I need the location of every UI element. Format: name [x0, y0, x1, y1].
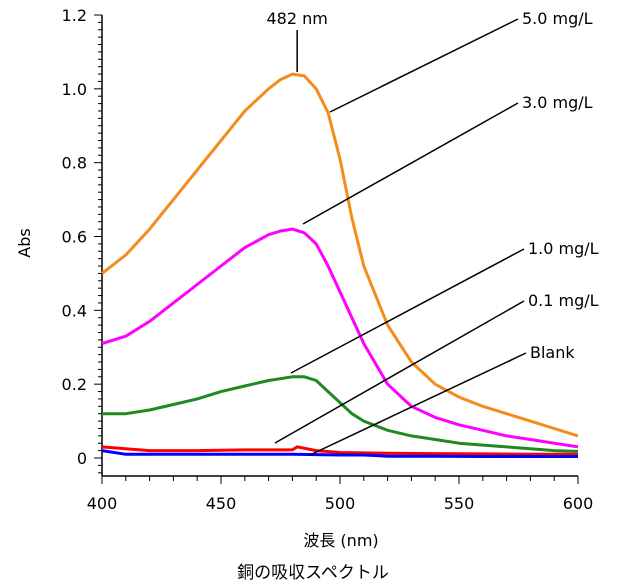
x-axis-label: 波長 (nm) [303, 531, 378, 550]
series-label: 3.0 mg/L [522, 93, 593, 112]
x-tick-label: 450 [206, 494, 237, 513]
series-label: 1.0 mg/L [528, 239, 599, 258]
y-tick-label: 0 [77, 449, 87, 468]
y-tick-label: 0.8 [62, 154, 87, 173]
series-leader-line [290, 248, 525, 374]
x-tick-label: 600 [563, 494, 594, 513]
series-label: Blank [530, 343, 575, 362]
y-tick-label: 0.2 [62, 375, 87, 394]
series-line [101, 227, 579, 449]
y-axis-label: Abs [15, 228, 34, 257]
series-line [101, 72, 579, 438]
x-tick-label: 550 [444, 494, 475, 513]
y-tick-label: 0.6 [62, 228, 87, 247]
peak-annotation-label: 482 nm [266, 9, 327, 28]
series-line [102, 375, 579, 453]
leader-lines [274, 18, 527, 456]
series-line [101, 449, 578, 458]
y-tick-label: 1.0 [62, 80, 87, 99]
series-label: 0.1 mg/L [528, 291, 599, 310]
series-line [101, 445, 578, 456]
y-tick-label: 0.4 [62, 301, 87, 320]
series-leader-line [274, 300, 525, 444]
tick-labels: 0 0.2 0.4 0.6 0.8 1.0 1.2 400 450 500 550 600 [62, 6, 594, 513]
series-leader-line [302, 102, 519, 225]
series-group [101, 72, 579, 458]
series-labels: 5.0 mg/L 3.0 mg/L 1.0 mg/L 0.1 mg/L Blank [522, 9, 599, 362]
series-leader-line [309, 352, 527, 456]
series-leader-line [329, 18, 519, 113]
y-tick-label: 1.2 [62, 6, 87, 25]
x-tick-label: 500 [325, 494, 356, 513]
series-label: 5.0 mg/L [522, 9, 593, 28]
x-tick-label: 400 [87, 494, 118, 513]
chart-title: 銅の吸収スペクトル [237, 563, 389, 583]
